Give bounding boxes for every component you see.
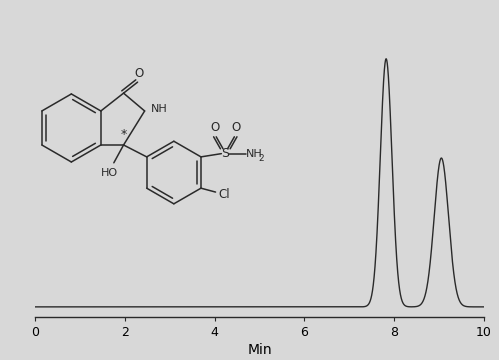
Text: HO: HO xyxy=(100,168,118,178)
Text: NH: NH xyxy=(247,149,263,159)
Text: NH: NH xyxy=(151,104,167,114)
Text: O: O xyxy=(210,121,219,134)
Text: S: S xyxy=(221,147,230,160)
X-axis label: Min: Min xyxy=(247,343,272,357)
Text: *: * xyxy=(120,128,127,141)
Text: O: O xyxy=(135,67,144,80)
Text: O: O xyxy=(232,121,241,134)
Text: Cl: Cl xyxy=(219,188,231,201)
Text: 2: 2 xyxy=(258,154,264,163)
